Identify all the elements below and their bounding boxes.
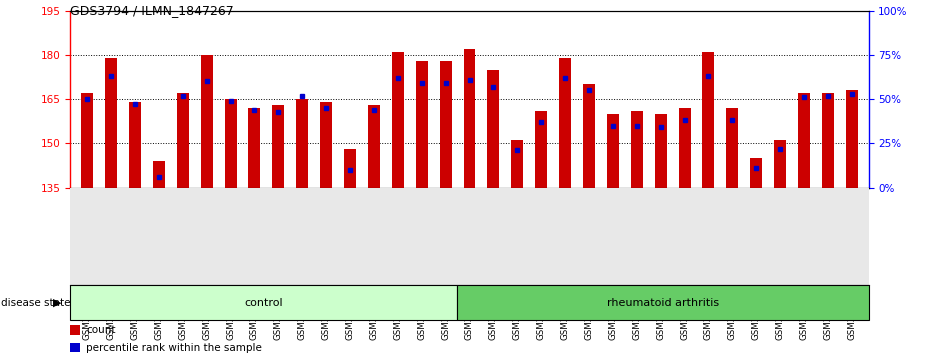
Bar [535,111,547,188]
Text: disease state: disease state [1,298,70,308]
Text: percentile rank within the sample: percentile rank within the sample [86,343,262,353]
Bar [272,105,285,188]
Bar [70,285,457,320]
Bar [153,161,165,188]
Bar [750,158,762,188]
Text: count: count [86,325,115,335]
Bar [416,61,427,188]
Bar [129,102,141,188]
Bar [512,141,523,188]
Bar [702,52,715,188]
Bar [679,108,690,188]
Bar [105,58,117,188]
Bar [774,141,786,188]
Bar [846,90,858,188]
Bar [631,111,643,188]
Bar [201,55,212,188]
Bar [654,114,667,188]
Bar [822,93,834,188]
Bar [249,108,260,188]
Bar [798,93,810,188]
Text: control: control [244,298,284,308]
Bar [392,52,404,188]
Bar [368,105,380,188]
Bar [607,114,619,188]
Bar [344,149,356,188]
Bar [487,70,500,188]
Bar [81,93,93,188]
Text: GDS3794 / ILMN_1847267: GDS3794 / ILMN_1847267 [70,4,234,17]
Bar [457,285,869,320]
Bar [70,325,81,335]
Text: ▶: ▶ [53,298,61,308]
Bar [70,343,81,353]
Text: rheumatoid arthritis: rheumatoid arthritis [607,298,719,308]
Bar [320,102,332,188]
Bar [727,108,738,188]
Bar [439,61,452,188]
Bar [224,99,237,188]
Bar [559,58,571,188]
Bar [464,49,475,188]
Bar [296,99,308,188]
Bar [177,93,189,188]
Bar [583,84,595,188]
